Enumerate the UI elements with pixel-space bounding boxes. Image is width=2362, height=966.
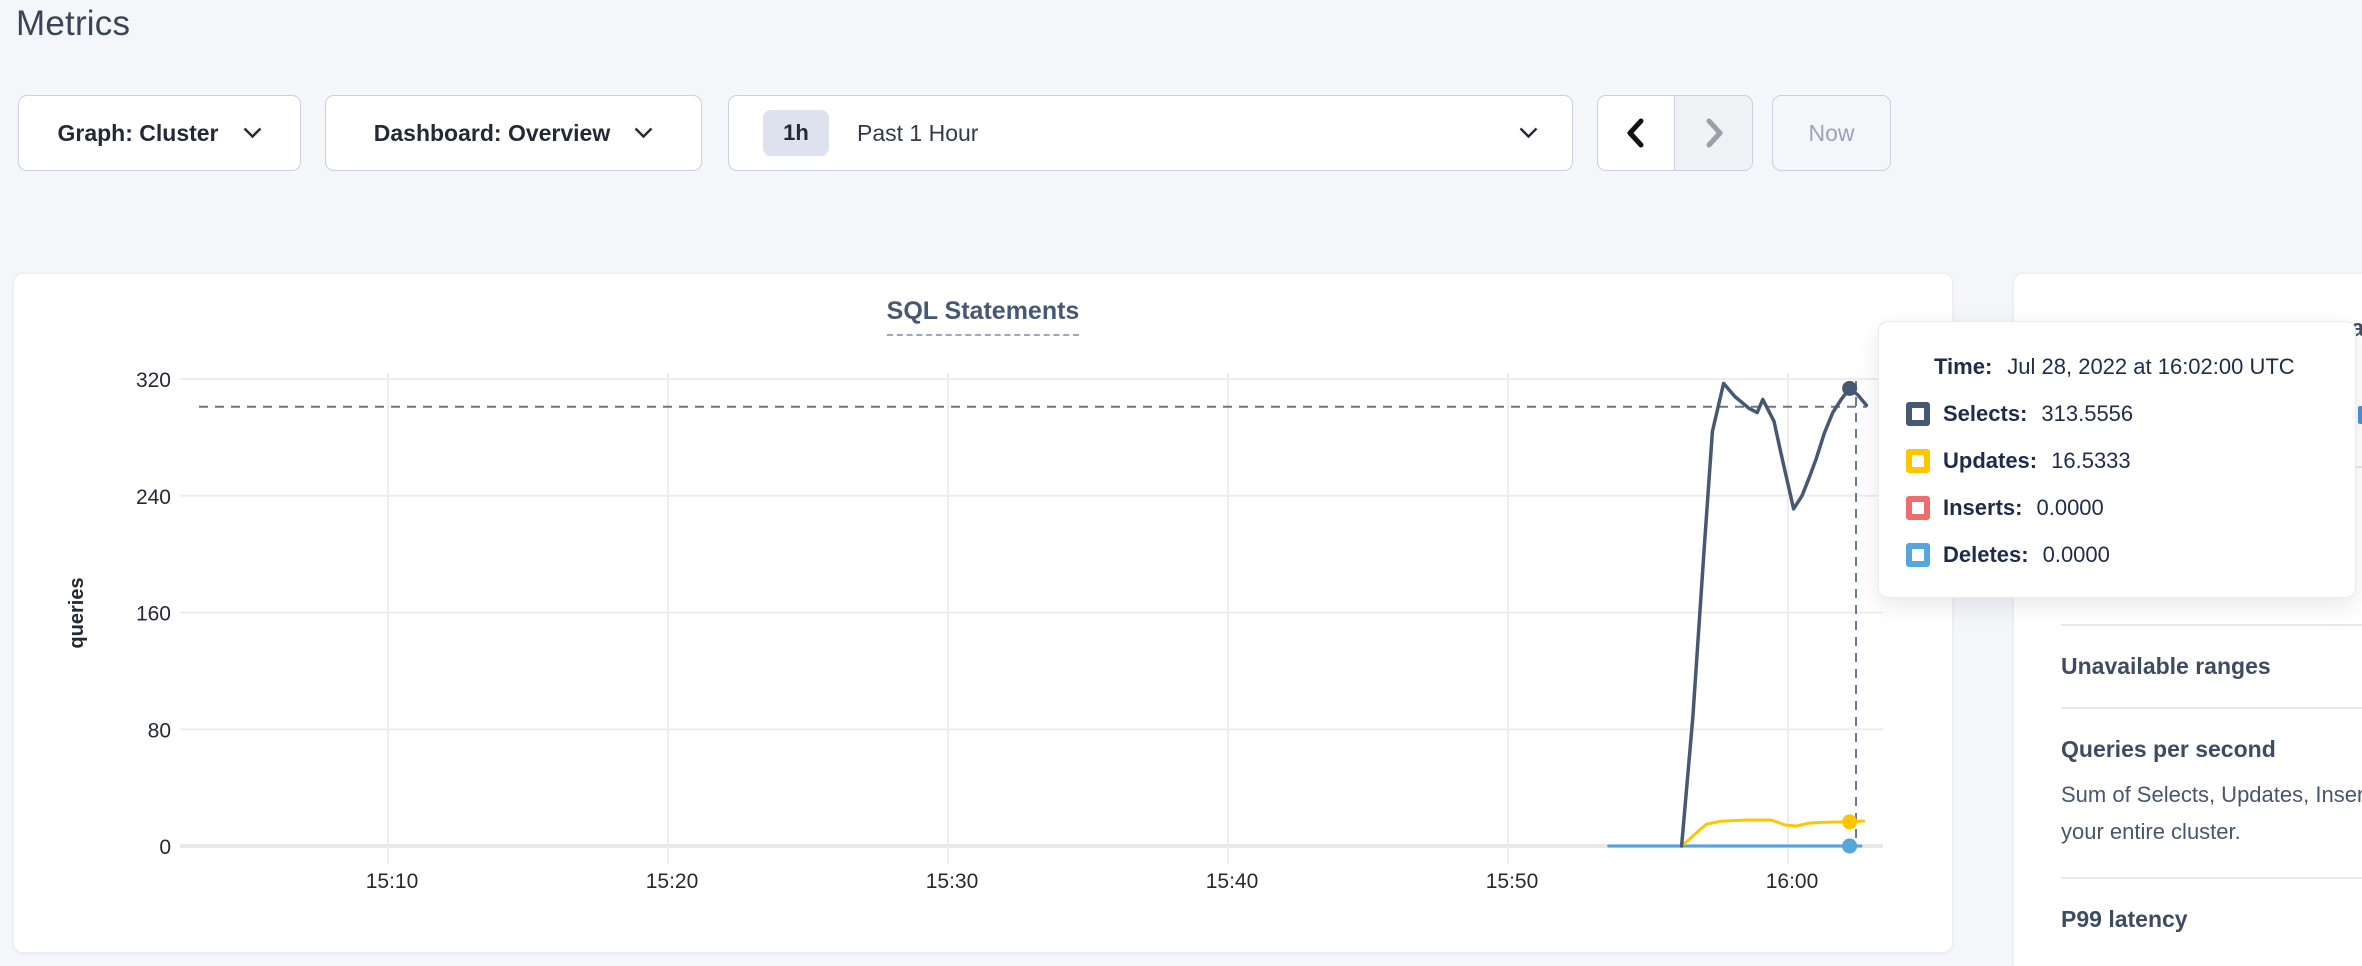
series-line-updates [1680,818,1866,848]
tooltip-series-value: 0.0000 [2042,542,2110,567]
y-tick-label: 160 [136,603,171,626]
chart-description-title: Unavailable ranges [2061,653,2271,679]
chart-description-entry: Queries per second Sum of Selects, Update… [2061,707,2362,877]
now-button-label: Now [1808,119,1855,146]
prev-time-button[interactable] [1598,96,1675,170]
x-tick-label: 15:10 [366,870,419,893]
graph-dropdown[interactable]: Graph: Cluster [18,95,301,171]
tooltip-series-value: 0.0000 [2036,495,2104,520]
tooltip-time-label: Time: [1934,354,1993,379]
tooltip-series-label: Selects: [1943,401,2028,426]
series-swatch-icon [1906,449,1930,473]
y-tick-label: 240 [136,486,171,509]
time-step-button-group [1597,95,1753,171]
time-range-badge: 1h [763,110,829,156]
sql-statements-chart-plot[interactable]: 320 240 160 80 0 15:10 15:20 15:30 15:40 15:50 16:… [14,274,1954,954]
dashboard-dropdown-label: Dashboard: Overview [373,119,611,146]
series-line-selects [1679,381,1869,848]
time-range-label: Past 1 Hour [857,119,979,146]
chevron-right-icon [1706,118,1722,148]
series-swatch-icon [1906,543,1930,567]
tooltip-time-value: Jul 28, 2022 at 16:02:00 UTC [2007,354,2295,379]
x-tick-label: 15:50 [1486,870,1539,893]
tooltip-series-row: Inserts: 0.0000 [1906,493,2329,523]
x-tick-label: 16:00 [1766,870,1819,893]
chart-title[interactable]: SQL Statements [886,297,1080,336]
now-button[interactable]: Now [1772,95,1891,171]
chevron-down-icon [634,127,653,139]
chart-description-entry: P99 latency [2061,877,2362,960]
chart-description-title: Queries per second [2061,736,2276,762]
sql-statements-chart-card: SQL Statements 320 240 160 80 0 15:10 15:20 15:… [13,273,1953,953]
x-tick-label: 15:20 [646,870,699,893]
tooltip-series-row: Deletes: 0.0000 [1906,540,2329,570]
graph-dropdown-label: Graph: Cluster [57,119,219,146]
chart-description-title: P99 latency [2061,906,2188,932]
tooltip-series-value: 16.5333 [2051,448,2131,473]
chart-description-text: Sum of Selects, Updates, Inser your entir… [2061,782,2362,844]
link-text-fragment [2358,406,2362,424]
y-tick-label: 0 [159,836,171,859]
series-swatch-icon [1906,496,1930,520]
chart-description-list: Unavailable ranges Queries per second Sum … [2061,624,2362,960]
chevron-left-icon [1627,118,1644,148]
hover-dot-updates [1842,814,1858,830]
tooltip-time-row: Time: Jul 28, 2022 at 16:02:00 UTC [1906,352,2329,382]
time-range-dropdown[interactable]: 1h Past 1 Hour [728,95,1573,171]
series-swatch-icon [1906,402,1930,426]
y-tick-label: 320 [136,369,171,392]
partially-hidden-chart-title: a [2351,315,2362,342]
tooltip-series-row: Selects: 313.5556 [1906,399,2329,429]
chart-hover-tooltip: Time: Jul 28, 2022 at 16:02:00 UTC Selec… [1878,321,2356,598]
chevron-down-icon [1519,127,1538,139]
tooltip-series-label: Inserts: [1943,495,2023,520]
y-axis-label: queries [66,577,88,648]
tooltip-series-value: 313.5556 [2041,401,2134,426]
y-tick-label: 80 [148,719,171,742]
hover-dot-selects [1842,380,1858,396]
chart-description-entry: Unavailable ranges [2061,624,2362,707]
tooltip-series-row: Updates: 16.5333 [1906,446,2329,476]
hover-dot-deletes [1842,838,1858,854]
next-time-button[interactable] [1675,96,1752,170]
chart-title-wrap: SQL Statements [14,297,1952,336]
tooltip-series-label: Deletes: [1943,542,2029,567]
x-tick-label: 15:30 [926,870,979,893]
dashboard-dropdown[interactable]: Dashboard: Overview [325,95,702,171]
x-tick-label: 15:40 [1206,870,1259,893]
page-title: Metrics [16,4,131,43]
chevron-down-icon [243,127,261,139]
tooltip-series-label: Updates: [1943,448,2038,473]
